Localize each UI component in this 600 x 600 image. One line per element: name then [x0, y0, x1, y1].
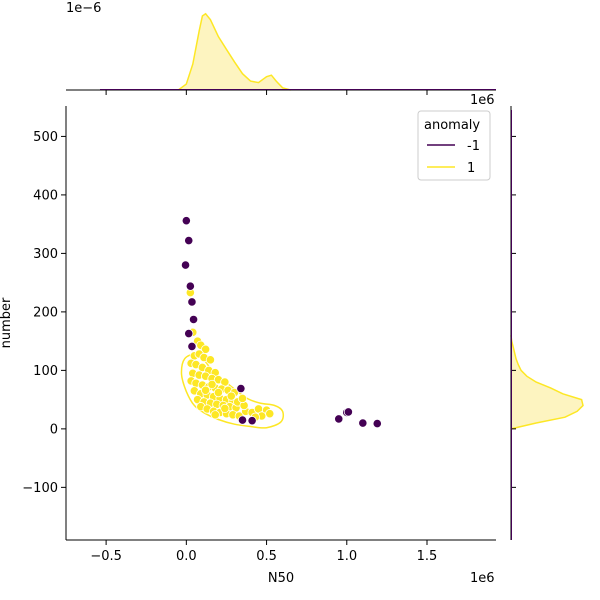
point-anomaly-1	[220, 403, 230, 413]
point-anomaly-neg1	[187, 297, 197, 307]
point-anomaly-neg1	[236, 383, 246, 394]
legend-label-anomaly-1: 1	[467, 161, 475, 176]
point-anomaly-neg1	[185, 281, 195, 291]
point-anomaly-neg1	[187, 341, 197, 351]
point-anomaly-1	[207, 379, 217, 390]
y-axis-label: number	[0, 297, 14, 348]
point-anomaly-neg1	[184, 328, 194, 339]
legend-title: anomaly	[424, 118, 480, 133]
point-anomaly-neg1	[181, 216, 191, 226]
y-tick-label: 400	[33, 188, 58, 203]
x-tick-label: 1.0	[336, 549, 357, 564]
legend-label-anomaly-neg1: -1	[467, 139, 480, 154]
top-marginal-density-fill	[178, 13, 291, 90]
point-anomaly-1	[226, 391, 236, 401]
legend: anomaly -1 1	[417, 110, 491, 181]
x-axis-label: N50	[268, 571, 294, 586]
point-anomaly-neg1	[247, 416, 257, 426]
point-anomaly-1	[205, 355, 216, 365]
point-anomaly-1	[213, 388, 224, 398]
right-marginal-offset-text: 1e6	[470, 93, 495, 108]
right-marginal-panel: 1e6	[470, 93, 584, 540]
main-plot-area: −0.5 0.0 0.5 1.0 1.5 −100 0 100 200 300 400 500 N5…	[0, 106, 496, 586]
y-tick-label: 500	[33, 130, 58, 145]
top-marginal-density-line	[177, 12, 291, 91]
right-marginal-density-fill	[511, 335, 583, 429]
right-marginal-density-line	[510, 335, 584, 430]
y-tick-label: 100	[33, 364, 58, 379]
point-anomaly-1	[265, 409, 275, 419]
x-tick-label: 0.0	[176, 549, 197, 564]
y-tick-label: −100	[22, 481, 58, 496]
point-anomaly-neg1	[343, 407, 353, 417]
x-tick-label: −0.5	[90, 549, 122, 564]
point-anomaly-neg1	[358, 418, 368, 428]
top-marginal-offset-text: 1e−6	[66, 1, 101, 16]
top-marginal-panel: 1e−6	[66, 1, 496, 95]
y-tick-label: 300	[33, 247, 58, 262]
point-anomaly-neg1	[334, 414, 344, 424]
x-tick-label: 1.5	[417, 549, 438, 564]
point-anomaly-1	[200, 385, 211, 395]
point-anomaly-neg1	[180, 260, 191, 270]
point-anomaly-1	[210, 410, 220, 420]
point-anomaly-neg1	[237, 415, 248, 425]
y-tick-label: 200	[33, 305, 58, 320]
point-anomaly-neg1	[184, 235, 194, 246]
x-tick-label: 0.5	[256, 549, 277, 564]
y-tick-label: 0	[50, 422, 58, 437]
point-anomaly-neg1	[372, 419, 382, 429]
point-anomaly-1	[237, 393, 248, 404]
x-offset-text: 1e6	[470, 571, 495, 586]
point-anomaly-neg1	[188, 314, 199, 325]
